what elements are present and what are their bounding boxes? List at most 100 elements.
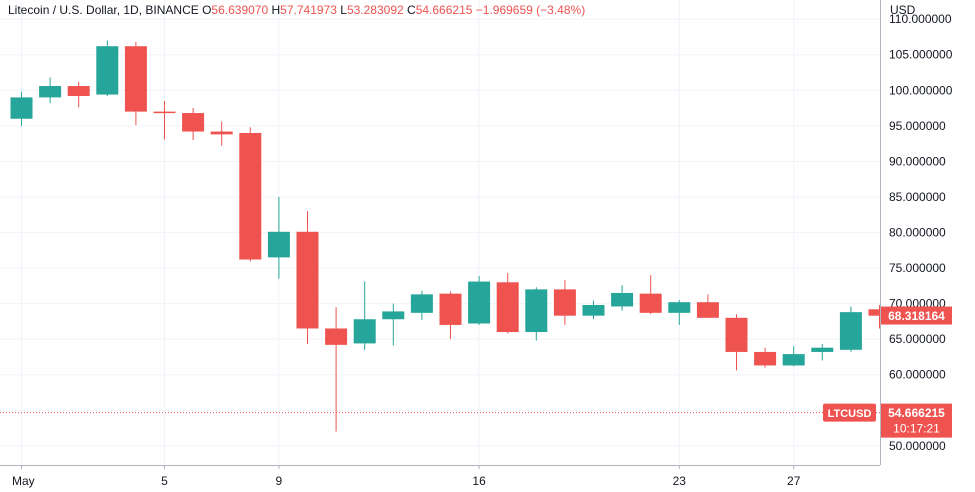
candle bbox=[839, 306, 862, 352]
candle bbox=[782, 346, 805, 367]
candle bbox=[553, 280, 576, 325]
candle bbox=[239, 127, 262, 262]
candle-body bbox=[439, 293, 462, 325]
candle bbox=[410, 290, 433, 320]
candle-body bbox=[582, 305, 605, 316]
candle bbox=[353, 281, 376, 350]
price-badges: 68.318164 LTCUSD 54.666215 10:17:21 bbox=[823, 306, 952, 438]
open-label: O bbox=[202, 3, 212, 17]
candle-body bbox=[153, 111, 176, 114]
candle bbox=[696, 294, 719, 318]
last-price-badge bbox=[881, 403, 952, 438]
candle bbox=[325, 307, 348, 432]
y-tick-label: 75.000000 bbox=[889, 261, 946, 275]
low-label: L bbox=[340, 3, 347, 17]
candle bbox=[525, 287, 548, 341]
candle bbox=[10, 91, 33, 126]
candle-body bbox=[553, 289, 576, 316]
close-label: C bbox=[407, 3, 416, 17]
candle-body bbox=[868, 309, 891, 316]
open-value: 56.639070 bbox=[211, 3, 269, 17]
candle bbox=[182, 108, 205, 141]
candle-body bbox=[67, 86, 90, 96]
candle bbox=[439, 291, 462, 340]
x-tick-label: 16 bbox=[472, 474, 486, 488]
low-value: 53.283092 bbox=[346, 3, 404, 17]
y-tick-label: 85.000000 bbox=[889, 190, 946, 204]
close-value: 54.666215 bbox=[415, 3, 473, 17]
candle-body bbox=[839, 312, 862, 350]
candles bbox=[10, 40, 891, 432]
candle bbox=[67, 81, 90, 108]
chart-legend: Litecoin / U.S. Dollar, 1D, BINANCE O56.… bbox=[8, 3, 585, 17]
candle bbox=[582, 300, 605, 320]
candle bbox=[639, 275, 662, 315]
candle bbox=[496, 273, 519, 334]
candle-body bbox=[124, 46, 147, 112]
y-tick-label: 65.000000 bbox=[889, 332, 946, 346]
y-tick-label: 50.000000 bbox=[889, 439, 946, 453]
candle bbox=[754, 347, 777, 368]
candle bbox=[468, 275, 491, 325]
y-tick-label: 110.000000 bbox=[889, 12, 952, 26]
prev-price-badge bbox=[881, 306, 952, 325]
change-value: −1.969659 (−3.48%) bbox=[475, 3, 586, 17]
x-tick-label: May bbox=[12, 474, 35, 488]
candle bbox=[124, 41, 147, 126]
candle-body bbox=[639, 293, 662, 313]
prev-price-badge-text: 68.318164 bbox=[888, 309, 945, 323]
grid-lines bbox=[0, 0, 880, 465]
y-tick-label: 95.000000 bbox=[889, 119, 946, 133]
candle bbox=[153, 100, 176, 140]
candle-body bbox=[496, 282, 519, 333]
candle bbox=[868, 305, 891, 329]
high-value: 57.741973 bbox=[280, 3, 337, 17]
x-tick-label: 27 bbox=[787, 474, 801, 488]
candle bbox=[296, 211, 319, 345]
candle bbox=[811, 344, 834, 361]
symbol-title: Litecoin / U.S. Dollar, 1D, BINANCE bbox=[8, 3, 199, 17]
candle-body bbox=[39, 86, 62, 98]
candle bbox=[210, 121, 233, 146]
candle-body bbox=[210, 131, 233, 135]
candle-body bbox=[410, 294, 433, 313]
candle-body bbox=[611, 292, 634, 307]
high-label: H bbox=[271, 3, 281, 17]
y-tick-label: 90.000000 bbox=[889, 154, 946, 168]
x-tick-label: 5 bbox=[161, 474, 168, 488]
candle-body bbox=[754, 351, 777, 366]
candle-body bbox=[525, 289, 548, 333]
x-tick-label: 23 bbox=[673, 474, 687, 488]
candle bbox=[611, 285, 634, 311]
candle-body bbox=[353, 319, 376, 344]
last-price-badge-text: 54.666215 bbox=[888, 406, 945, 420]
last-symbol-tag bbox=[823, 403, 876, 422]
candle-body bbox=[325, 328, 348, 345]
candle-body bbox=[811, 347, 834, 352]
y-tick-label: 105.000000 bbox=[889, 48, 953, 62]
axis-unit: USD bbox=[890, 3, 916, 17]
countdown-text: 10:17:21 bbox=[893, 422, 940, 436]
candle-body bbox=[668, 302, 691, 313]
candle bbox=[382, 303, 405, 346]
candle-body bbox=[239, 132, 262, 260]
candle bbox=[96, 40, 119, 96]
x-tick-label: 9 bbox=[276, 474, 283, 488]
candle-body bbox=[182, 113, 205, 132]
candle bbox=[39, 77, 62, 104]
last-symbol-tag-text: LTCUSD bbox=[828, 408, 872, 420]
candle-body bbox=[696, 302, 719, 318]
y-tick-label: 60.000000 bbox=[889, 368, 946, 382]
candle-body bbox=[267, 231, 290, 258]
candle-body bbox=[382, 311, 405, 320]
candle-body bbox=[725, 317, 748, 352]
candle bbox=[668, 300, 691, 325]
candle bbox=[267, 196, 290, 279]
candle-body bbox=[96, 46, 119, 95]
candle-body bbox=[468, 281, 491, 324]
candle-body bbox=[10, 97, 33, 119]
candle-body bbox=[296, 231, 319, 329]
candle bbox=[725, 314, 748, 371]
y-tick-label: 100.000000 bbox=[889, 83, 953, 97]
